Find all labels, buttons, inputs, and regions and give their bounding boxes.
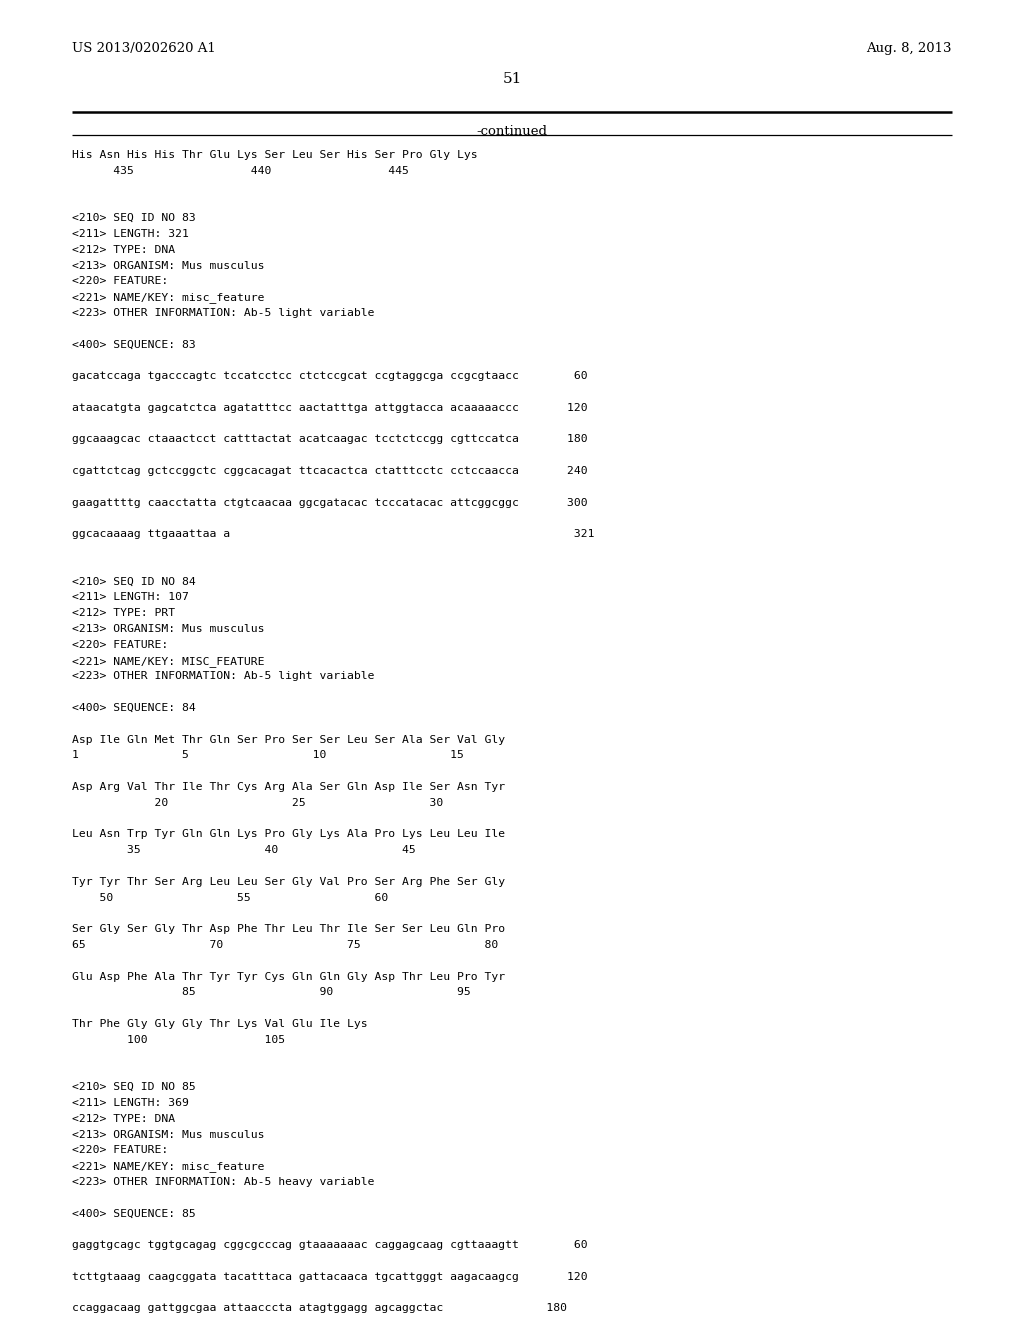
Text: gaagattttg caacctatta ctgtcaacaa ggcgatacac tcccatacac attcggcggc       300: gaagattttg caacctatta ctgtcaacaa ggcgata…: [72, 498, 588, 508]
Text: 435                 440                 445: 435 440 445: [72, 166, 409, 176]
Text: <220> FEATURE:: <220> FEATURE:: [72, 1146, 168, 1155]
Text: gacatccaga tgacccagtc tccatcctcc ctctccgcat ccgtaggcga ccgcgtaacc        60: gacatccaga tgacccagtc tccatcctcc ctctccg…: [72, 371, 588, 381]
Text: -continued: -continued: [476, 125, 548, 139]
Text: Ser Gly Ser Gly Thr Asp Phe Thr Leu Thr Ile Ser Ser Leu Gln Pro: Ser Gly Ser Gly Thr Asp Phe Thr Leu Thr …: [72, 924, 505, 935]
Text: <221> NAME/KEY: MISC_FEATURE: <221> NAME/KEY: MISC_FEATURE: [72, 656, 264, 667]
Text: ggcacaaaag ttgaaattaa a                                                  321: ggcacaaaag ttgaaattaa a 321: [72, 529, 595, 539]
Text: <220> FEATURE:: <220> FEATURE:: [72, 640, 168, 649]
Text: 20                  25                  30: 20 25 30: [72, 797, 443, 808]
Text: <220> FEATURE:: <220> FEATURE:: [72, 276, 168, 286]
Text: <221> NAME/KEY: misc_feature: <221> NAME/KEY: misc_feature: [72, 292, 264, 304]
Text: tcttgtaaag caagcggata tacatttaca gattacaaca tgcattgggt aagacaagcg       120: tcttgtaaag caagcggata tacatttaca gattaca…: [72, 1271, 588, 1282]
Text: <212> TYPE: DNA: <212> TYPE: DNA: [72, 244, 175, 255]
Text: <400> SEQUENCE: 85: <400> SEQUENCE: 85: [72, 1209, 196, 1218]
Text: <213> ORGANISM: Mus musculus: <213> ORGANISM: Mus musculus: [72, 1130, 264, 1139]
Text: Asp Arg Val Thr Ile Thr Cys Arg Ala Ser Gln Asp Ile Ser Asn Tyr: Asp Arg Val Thr Ile Thr Cys Arg Ala Ser …: [72, 781, 505, 792]
Text: His Asn His His Thr Glu Lys Ser Leu Ser His Ser Pro Gly Lys: His Asn His His Thr Glu Lys Ser Leu Ser …: [72, 150, 477, 160]
Text: 65                  70                  75                  80: 65 70 75 80: [72, 940, 499, 950]
Text: <223> OTHER INFORMATION: Ab-5 light variable: <223> OTHER INFORMATION: Ab-5 light vari…: [72, 308, 375, 318]
Text: <223> OTHER INFORMATION: Ab-5 light variable: <223> OTHER INFORMATION: Ab-5 light vari…: [72, 672, 375, 681]
Text: gaggtgcagc tggtgcagag cggcgcccag gtaaaaaaac caggagcaag cgttaaagtt        60: gaggtgcagc tggtgcagag cggcgcccag gtaaaaa…: [72, 1241, 588, 1250]
Text: <211> LENGTH: 107: <211> LENGTH: 107: [72, 593, 188, 602]
Text: 51: 51: [503, 73, 521, 86]
Text: ccaggacaag gattggcgaa attaacccta atagtggagg agcaggctac               180: ccaggacaag gattggcgaa attaacccta atagtgg…: [72, 1303, 567, 1313]
Text: 85                  90                  95: 85 90 95: [72, 987, 471, 998]
Text: Leu Asn Trp Tyr Gln Gln Lys Pro Gly Lys Ala Pro Lys Leu Leu Ile: Leu Asn Trp Tyr Gln Gln Lys Pro Gly Lys …: [72, 829, 505, 840]
Text: <212> TYPE: PRT: <212> TYPE: PRT: [72, 609, 175, 618]
Text: <211> LENGTH: 321: <211> LENGTH: 321: [72, 228, 188, 239]
Text: <213> ORGANISM: Mus musculus: <213> ORGANISM: Mus musculus: [72, 260, 264, 271]
Text: Tyr Tyr Thr Ser Arg Leu Leu Ser Gly Val Pro Ser Arg Phe Ser Gly: Tyr Tyr Thr Ser Arg Leu Leu Ser Gly Val …: [72, 876, 505, 887]
Text: ataacatgta gagcatctca agatatttcc aactatttga attggtacca acaaaaaccc       120: ataacatgta gagcatctca agatatttcc aactatt…: [72, 403, 588, 413]
Text: <213> ORGANISM: Mus musculus: <213> ORGANISM: Mus musculus: [72, 624, 264, 634]
Text: <400> SEQUENCE: 83: <400> SEQUENCE: 83: [72, 339, 196, 350]
Text: 100                 105: 100 105: [72, 1035, 285, 1045]
Text: 50                  55                  60: 50 55 60: [72, 892, 388, 903]
Text: <221> NAME/KEY: misc_feature: <221> NAME/KEY: misc_feature: [72, 1162, 264, 1172]
Text: Glu Asp Phe Ala Thr Tyr Tyr Cys Gln Gln Gly Asp Thr Leu Pro Tyr: Glu Asp Phe Ala Thr Tyr Tyr Cys Gln Gln …: [72, 972, 505, 982]
Text: <212> TYPE: DNA: <212> TYPE: DNA: [72, 1114, 175, 1123]
Text: Asp Ile Gln Met Thr Gln Ser Pro Ser Ser Leu Ser Ala Ser Val Gly: Asp Ile Gln Met Thr Gln Ser Pro Ser Ser …: [72, 735, 505, 744]
Text: <223> OTHER INFORMATION: Ab-5 heavy variable: <223> OTHER INFORMATION: Ab-5 heavy vari…: [72, 1177, 375, 1187]
Text: <210> SEQ ID NO 84: <210> SEQ ID NO 84: [72, 577, 196, 586]
Text: <210> SEQ ID NO 83: <210> SEQ ID NO 83: [72, 214, 196, 223]
Text: 35                  40                  45: 35 40 45: [72, 845, 416, 855]
Text: <210> SEQ ID NO 85: <210> SEQ ID NO 85: [72, 1082, 196, 1092]
Text: Thr Phe Gly Gly Gly Thr Lys Val Glu Ile Lys: Thr Phe Gly Gly Gly Thr Lys Val Glu Ile …: [72, 1019, 368, 1030]
Text: 1               5                  10                  15: 1 5 10 15: [72, 750, 464, 760]
Text: cgattctcag gctccggctc cggcacagat ttcacactca ctatttcctc cctccaacca       240: cgattctcag gctccggctc cggcacagat ttcacac…: [72, 466, 588, 477]
Text: <211> LENGTH: 369: <211> LENGTH: 369: [72, 1098, 188, 1107]
Text: Aug. 8, 2013: Aug. 8, 2013: [866, 42, 952, 55]
Text: ggcaaagcac ctaaactcct catttactat acatcaagac tcctctccgg cgttccatca       180: ggcaaagcac ctaaactcct catttactat acatcaa…: [72, 434, 588, 445]
Text: <400> SEQUENCE: 84: <400> SEQUENCE: 84: [72, 704, 196, 713]
Text: US 2013/0202620 A1: US 2013/0202620 A1: [72, 42, 216, 55]
